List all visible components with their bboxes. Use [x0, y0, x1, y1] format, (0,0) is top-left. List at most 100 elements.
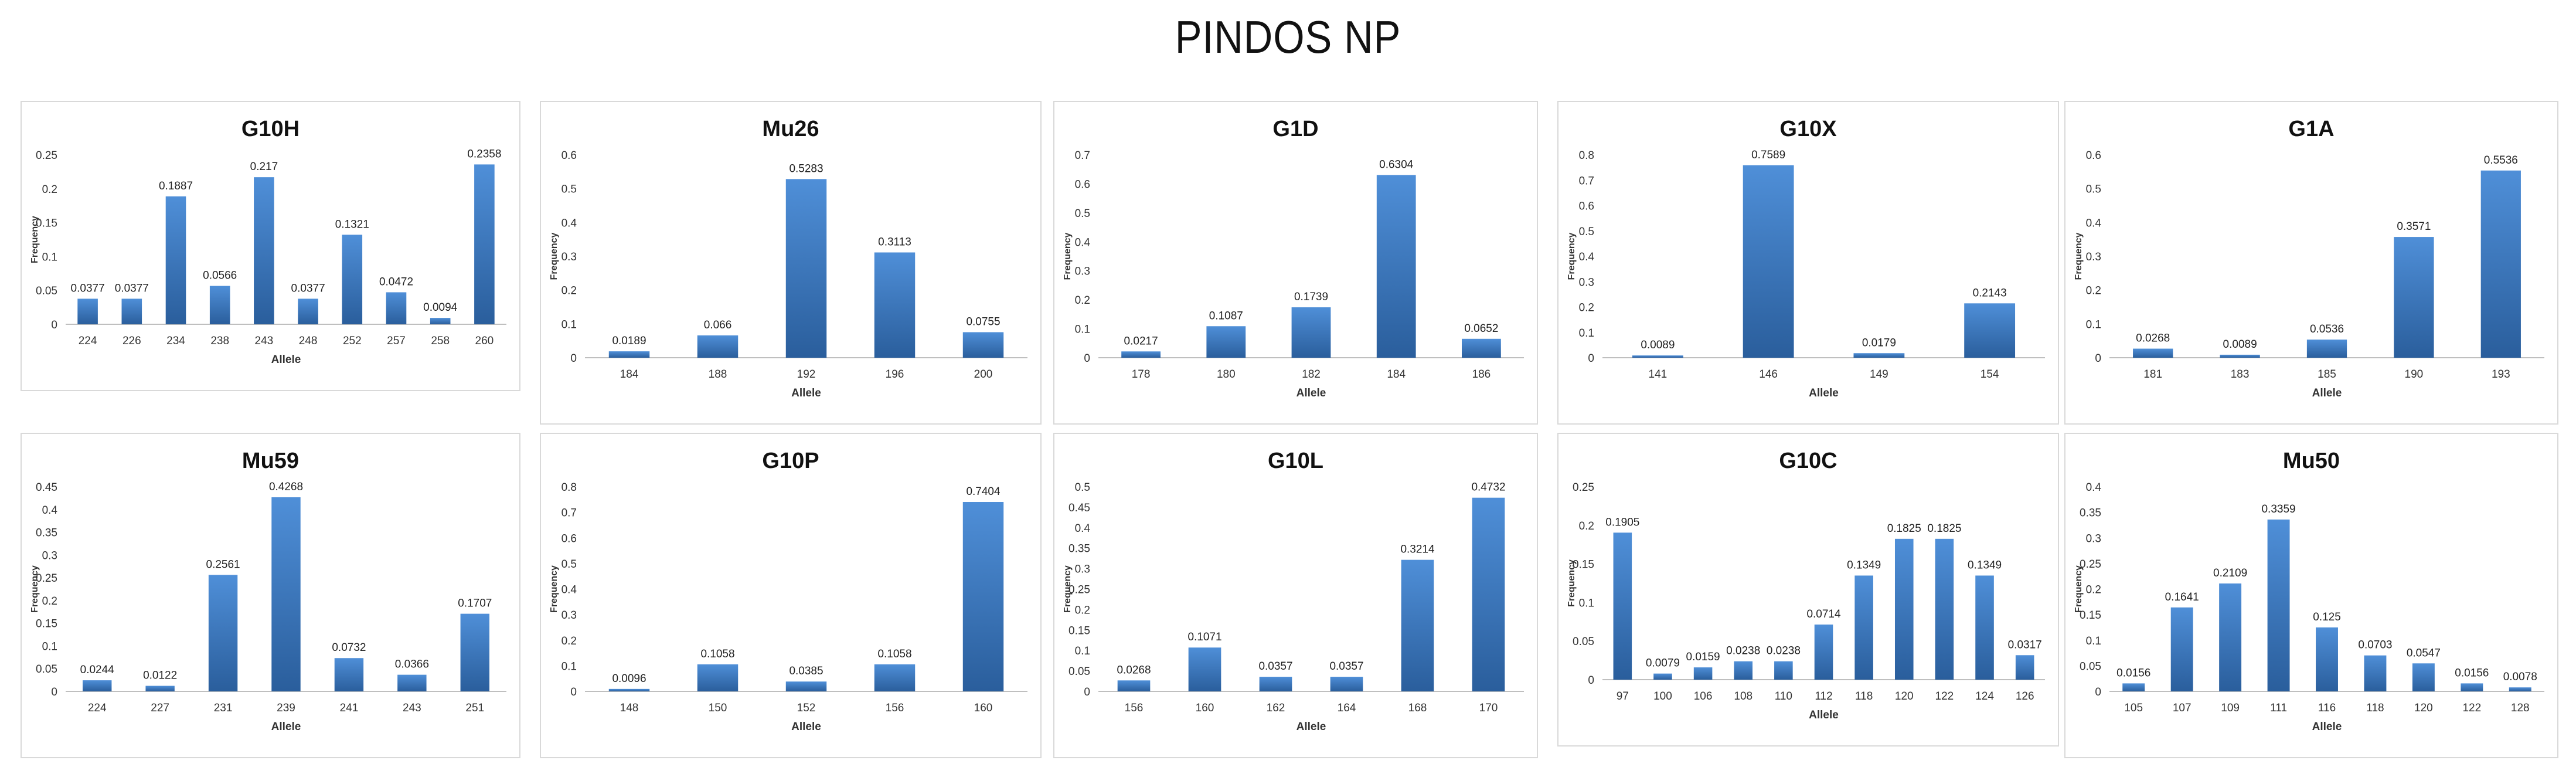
x-tick-label: 200 — [974, 368, 993, 381]
chart-svg-mu26: Mu26 0 0.1 0.2 0.3 0.4 0.5 0.6 Frequency 0.0189 18… — [549, 117, 1027, 399]
y-tick-label: 0.15 — [1068, 625, 1090, 637]
y-tick-label: 0.05 — [1573, 636, 1594, 648]
y-tick-label: 0 — [51, 319, 57, 331]
bar — [1975, 575, 1994, 680]
x-tick-label: 192 — [797, 368, 816, 381]
data-label: 0.0377 — [71, 282, 105, 294]
y-tick-label: 0 — [1084, 352, 1090, 365]
x-tick-label: 106 — [1694, 690, 1713, 703]
data-label: 0.1321 — [335, 218, 369, 230]
x-axis-label: Allele — [271, 721, 301, 733]
x-tick-label: 122 — [1935, 690, 1954, 703]
data-label: 0.0652 — [1464, 323, 1498, 335]
x-tick-label: 146 — [1759, 368, 1778, 381]
y-tick-label: 0 — [570, 352, 577, 365]
data-label: 0.0714 — [1806, 608, 1841, 620]
y-tick-label: 0.7 — [1075, 150, 1090, 162]
bar — [785, 179, 827, 358]
x-tick-label: 190 — [2405, 368, 2424, 381]
chart-svg-mu59: Mu59 0 0.05 0.1 0.15 0.2 0.25 0.3 0.35 0.4 0.45 Fre… — [30, 449, 506, 733]
y-tick-label: 0.5 — [1075, 208, 1090, 220]
y-tick-label: 0.25 — [36, 572, 57, 585]
data-label: 0.1349 — [1968, 559, 2002, 571]
bar — [697, 335, 739, 358]
bar — [2394, 237, 2434, 358]
y-axis-label: Frequency — [549, 565, 559, 613]
bar — [608, 688, 650, 691]
y-tick-label: 0.05 — [36, 663, 57, 676]
chart-title: G10H — [241, 117, 300, 141]
chart-panel-g10l: G10L 0 0.05 0.1 0.15 0.2 0.25 0.3 0.35 0.4 0.45 0.5… — [1053, 433, 1538, 758]
y-axis-label: Frequency — [1567, 559, 1577, 607]
y-tick-label: 0.2 — [42, 595, 57, 608]
x-tick-label: 178 — [1132, 368, 1151, 381]
data-label: 0.217 — [250, 161, 278, 173]
bar — [386, 292, 407, 324]
data-label: 0.3214 — [1400, 544, 1435, 556]
bar — [342, 235, 363, 324]
y-tick-label: 0 — [2095, 352, 2101, 365]
y-tick-label: 0.2 — [2086, 584, 2101, 596]
bar — [83, 680, 112, 691]
y-axis-label: Frequency — [2074, 232, 2084, 280]
x-tick-label: 141 — [1649, 368, 1668, 381]
x-tick-label: 252 — [343, 335, 362, 347]
chart-title: G1D — [1272, 117, 1318, 141]
data-label: 0.1825 — [1887, 522, 1921, 535]
bar — [145, 686, 175, 691]
bar — [1632, 355, 1683, 358]
x-tick-label: 160 — [1196, 702, 1214, 714]
data-label: 0.1349 — [1847, 559, 1881, 571]
x-tick-label: 118 — [2366, 702, 2384, 714]
chart-title: G10X — [1779, 117, 1837, 141]
chart-svg-g10h: G10H 0 0.05 0.1 0.15 0.2 0.25 Frequency 0.0377 22… — [30, 117, 506, 366]
y-tick-label: 0.05 — [2080, 660, 2101, 673]
chart-title: G10C — [1779, 449, 1837, 473]
y-axis-label: Frequency — [1567, 232, 1577, 280]
chart-svg-g1d: G1D 0 0.1 0.2 0.3 0.4 0.5 0.6 0.7 Frequency 0.0217… — [1063, 117, 1524, 399]
x-tick-label: 120 — [2414, 702, 2433, 714]
y-tick-label: 0.5 — [562, 184, 577, 196]
bar — [209, 286, 230, 324]
y-tick-label: 0.05 — [36, 285, 57, 297]
bar — [2170, 607, 2193, 691]
data-label: 0.0385 — [789, 665, 823, 677]
x-axis-label: Allele — [2312, 721, 2342, 733]
y-tick-label: 0.35 — [1068, 543, 1090, 555]
x-axis-label: Allele — [271, 354, 301, 366]
x-tick-label: 156 — [1125, 702, 1144, 714]
x-tick-label: 154 — [1981, 368, 1999, 381]
data-label: 0.125 — [2313, 611, 2341, 623]
bar — [1774, 661, 1793, 680]
data-label: 0.0159 — [1686, 651, 1720, 663]
bar — [1653, 673, 1672, 680]
y-tick-label: 0.5 — [562, 558, 577, 571]
x-tick-label: 231 — [214, 702, 233, 714]
chart-title: Mu59 — [242, 449, 299, 473]
x-axis-label: Allele — [791, 387, 821, 399]
data-label: 0.0472 — [379, 276, 413, 288]
page-title: PINDOS NP — [1175, 11, 1401, 63]
x-tick-label: 181 — [2143, 368, 2162, 381]
bar — [474, 164, 495, 324]
y-tick-label: 0.7 — [1579, 175, 1594, 187]
y-tick-label: 0.1 — [562, 318, 577, 331]
y-tick-label: 0.25 — [2080, 558, 2101, 571]
y-axis-label: Frequency — [2074, 565, 2084, 613]
bar — [874, 664, 916, 691]
x-tick-label: 109 — [2221, 702, 2240, 714]
data-label: 0.1825 — [1927, 522, 1961, 535]
bar — [2219, 583, 2242, 691]
x-tick-label: 111 — [2270, 702, 2287, 714]
y-tick-label: 0.1 — [562, 660, 577, 673]
x-axis-label: Allele — [1296, 721, 1326, 733]
y-tick-label: 0.4 — [562, 584, 577, 596]
data-label: 0.0703 — [2358, 639, 2392, 652]
y-tick-label: 0 — [2095, 686, 2101, 698]
bar — [1259, 677, 1292, 691]
data-label: 0.3359 — [2261, 503, 2295, 515]
bar — [962, 332, 1004, 358]
y-tick-label: 0.25 — [1573, 481, 1594, 494]
x-tick-label: 108 — [1734, 690, 1753, 703]
data-label: 0.0156 — [2116, 667, 2150, 679]
